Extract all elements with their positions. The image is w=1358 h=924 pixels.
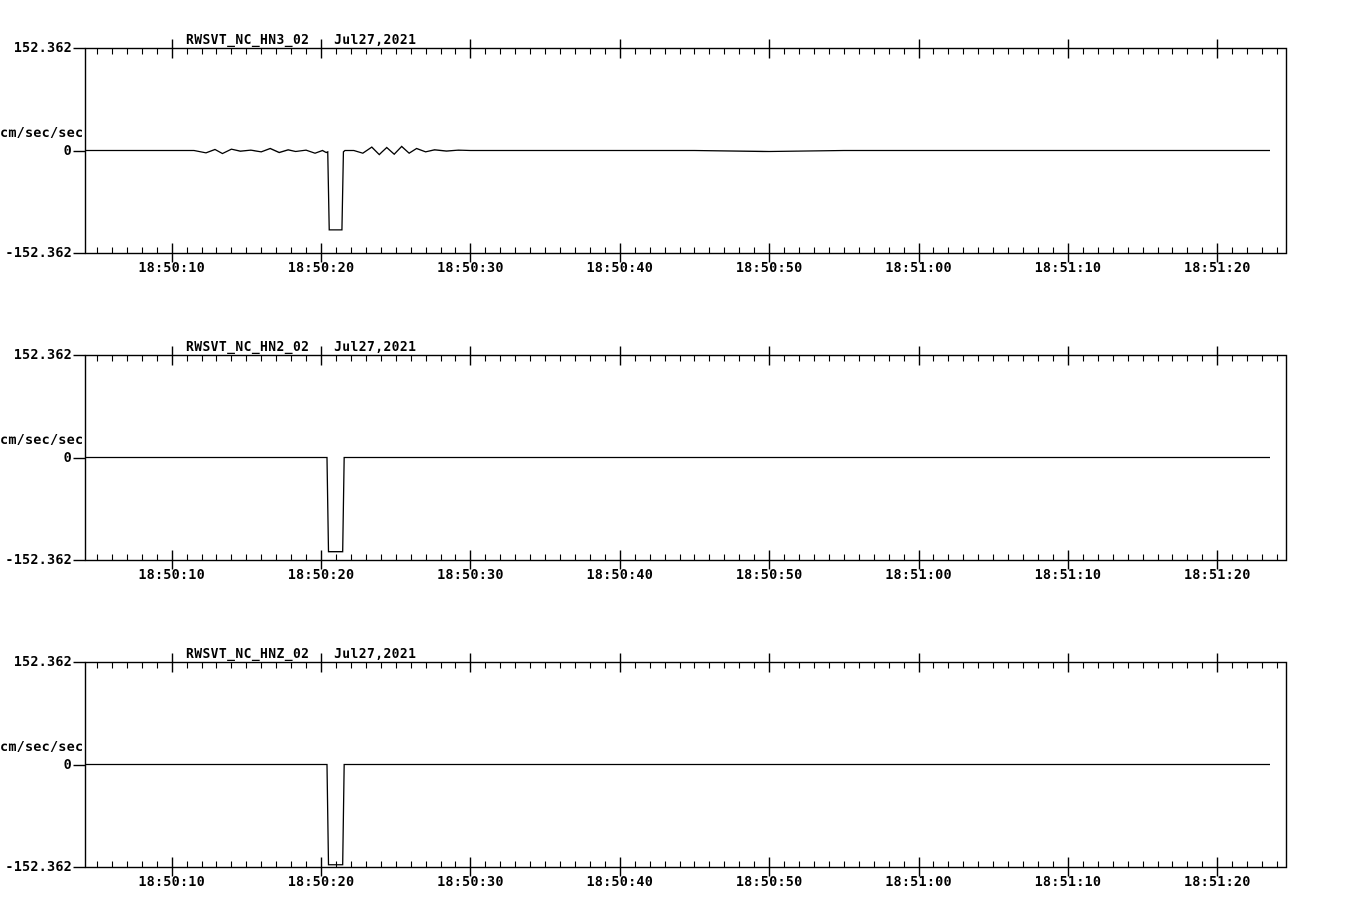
x-axis-tick-label: 18:50:30 bbox=[437, 874, 504, 890]
plot-frame bbox=[84, 661, 1288, 869]
y-axis-zero-label: 0 bbox=[63, 756, 72, 773]
y-axis-zero-label: 0 bbox=[63, 142, 72, 159]
panel-title: RWSVT_NC_HN3_02 Jul27,2021 bbox=[186, 33, 417, 48]
x-axis-tick-label: 18:51:00 bbox=[885, 260, 952, 276]
y-axis-max-label: 152.362 bbox=[13, 654, 72, 670]
x-axis-tick-label: 18:50:40 bbox=[586, 567, 654, 583]
x-axis-tick-label: 18:50:30 bbox=[437, 260, 504, 276]
x-axis-tick-label: 18:51:10 bbox=[1034, 260, 1102, 276]
x-axis-tick-label: 18:50:50 bbox=[735, 874, 803, 890]
y-axis-units-label: cm/sec/sec bbox=[0, 124, 84, 141]
x-axis-tick-label: 18:51:20 bbox=[1183, 567, 1251, 583]
waveform-trace bbox=[85, 145, 1270, 231]
x-axis-tick-label: 18:50:20 bbox=[287, 567, 355, 583]
y-axis-max-label: 152.362 bbox=[13, 347, 72, 363]
x-axis-tick-label: 18:51:20 bbox=[1183, 260, 1251, 276]
x-axis-tick-label: 18:51:10 bbox=[1034, 567, 1102, 583]
x-axis-tick-label: 18:50:20 bbox=[287, 874, 355, 890]
x-axis-tick-label: 18:50:30 bbox=[437, 567, 504, 583]
x-axis-tick-label: 18:51:20 bbox=[1183, 874, 1251, 890]
x-axis-tick-label: 18:50:50 bbox=[735, 260, 803, 276]
y-axis-zero-label: 0 bbox=[63, 449, 72, 466]
x-axis-tick-label: 18:50:10 bbox=[138, 260, 205, 276]
x-axis-tick-label: 18:51:00 bbox=[885, 874, 952, 890]
plot-frame bbox=[84, 354, 1288, 562]
y-axis-max-label: 152.362 bbox=[13, 40, 72, 56]
x-axis-tick-label: 18:51:10 bbox=[1034, 874, 1102, 890]
y-axis-min-label: -152.362 bbox=[5, 245, 72, 261]
x-axis-tick-label: 18:50:10 bbox=[138, 567, 205, 583]
x-axis-tick-label: 18:50:40 bbox=[586, 260, 654, 276]
y-axis-min-label: -152.362 bbox=[5, 859, 72, 875]
panel-title: RWSVT_NC_HN2_02 Jul27,2021 bbox=[186, 340, 417, 355]
waveform-trace bbox=[85, 456, 1270, 553]
y-axis-units-label: cm/sec/sec bbox=[0, 738, 84, 755]
x-axis-tick-label: 18:50:40 bbox=[586, 874, 654, 890]
y-axis-units-label: cm/sec/sec bbox=[0, 431, 84, 448]
x-axis-tick-label: 18:50:10 bbox=[138, 874, 205, 890]
plot-frame bbox=[84, 47, 1288, 255]
x-axis-tick-label: 18:51:00 bbox=[885, 567, 952, 583]
panel-title: RWSVT_NC_HNZ_02 Jul27,2021 bbox=[186, 647, 417, 662]
waveform-trace bbox=[85, 763, 1270, 866]
x-axis-tick-label: 18:50:50 bbox=[735, 567, 803, 583]
x-axis-tick-label: 18:50:20 bbox=[287, 260, 355, 276]
y-axis-min-label: -152.362 bbox=[5, 552, 72, 568]
